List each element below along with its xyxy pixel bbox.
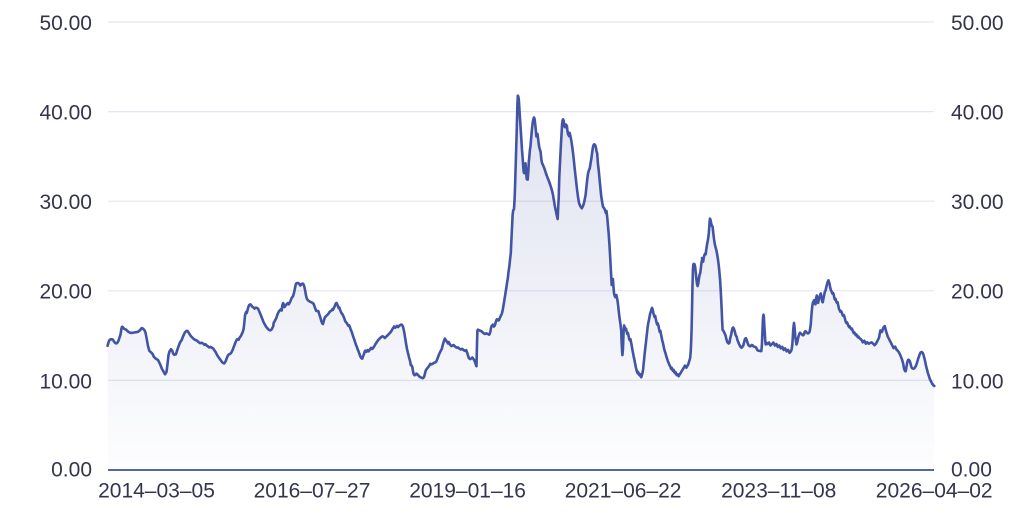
svg-text:2019–01–16: 2019–01–16 bbox=[409, 480, 526, 503]
svg-text:40.00: 40.00 bbox=[39, 102, 92, 125]
svg-text:2026–04–02: 2026–04–02 bbox=[876, 480, 993, 503]
svg-text:10.00: 10.00 bbox=[951, 370, 1004, 393]
svg-text:30.00: 30.00 bbox=[951, 191, 1004, 214]
svg-text:30.00: 30.00 bbox=[39, 191, 92, 214]
svg-text:2014–03–05: 2014–03–05 bbox=[98, 480, 215, 503]
svg-text:0.00: 0.00 bbox=[951, 458, 992, 481]
svg-text:40.00: 40.00 bbox=[951, 102, 1004, 125]
svg-text:20.00: 20.00 bbox=[951, 281, 1004, 304]
svg-text:2021–06–22: 2021–06–22 bbox=[565, 480, 682, 503]
svg-text:2016–07–27: 2016–07–27 bbox=[254, 480, 371, 503]
svg-text:0.00: 0.00 bbox=[51, 458, 92, 481]
svg-text:2023–11–08: 2023–11–08 bbox=[721, 480, 836, 503]
svg-text:50.00: 50.00 bbox=[39, 12, 92, 35]
svg-text:10.00: 10.00 bbox=[39, 370, 92, 393]
svg-text:20.00: 20.00 bbox=[39, 281, 92, 304]
svg-text:50.00: 50.00 bbox=[951, 12, 1004, 35]
